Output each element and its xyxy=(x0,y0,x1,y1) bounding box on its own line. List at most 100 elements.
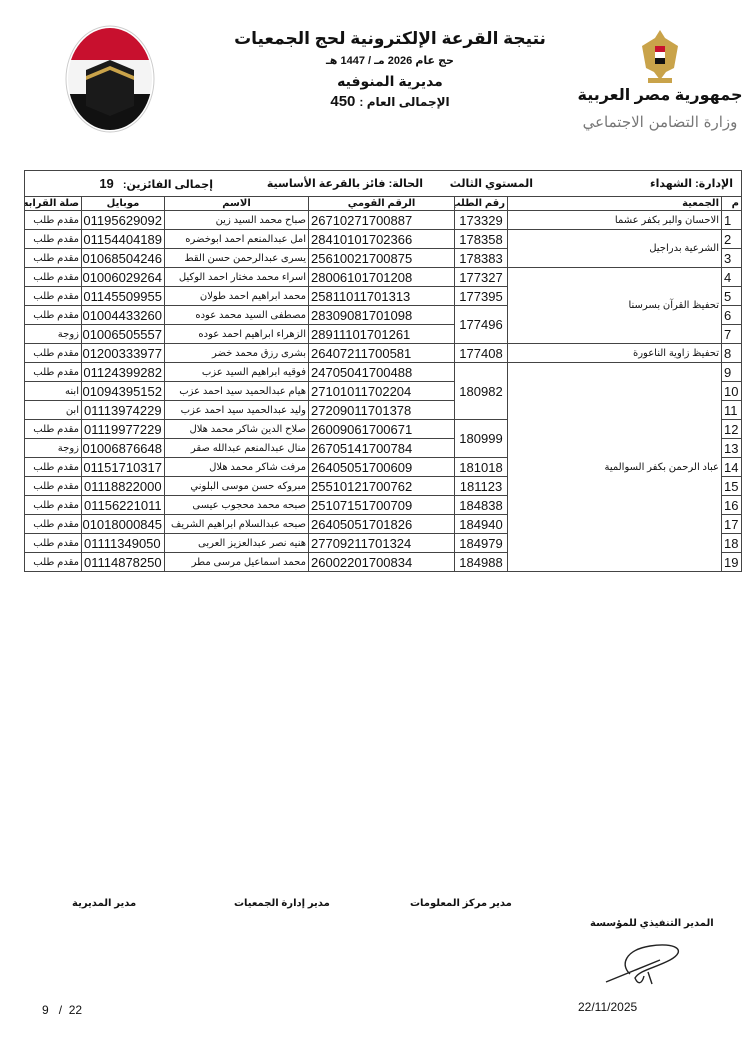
relation-cell: مقدم طلب xyxy=(24,362,82,382)
index-cell: 3 xyxy=(721,248,742,268)
request-number-cell: 181123 xyxy=(454,476,508,496)
table-row: 6 177496 28309081701098 مصطفى السيد محمد عو… xyxy=(24,305,742,344)
mobile-cell: 01124399282 xyxy=(81,362,165,382)
grand-total: الإجمالى العام :450 xyxy=(330,93,449,111)
mobile-cell: 01118822000 xyxy=(81,476,165,496)
request-number-cell: 184988 xyxy=(454,552,508,572)
relation-cell: زوجة xyxy=(24,324,82,344)
table-row: 15 181123 25510121700762 مبروكه حسن موسى ال… xyxy=(24,476,742,496)
association-cell: تحفيظ زاوية الناعورة xyxy=(507,343,722,363)
table-row: 3 178383 25610021700875 يسرى عبدالرحمن حسن … xyxy=(24,248,742,268)
table-row: 8 تحفيظ زاوية الناعورة 177408 2640721170058… xyxy=(24,343,742,363)
name-cell: صبحه محمد محجوب عيسى xyxy=(164,495,309,515)
national-id-cell: 28309081701098 xyxy=(308,305,455,325)
national-id-cell: 26705141700784 xyxy=(308,438,455,458)
request-number-cell: 178383 xyxy=(454,248,508,268)
mobile-cell: 01004433260 xyxy=(81,305,165,325)
page-total: 22 xyxy=(68,1003,83,1017)
name-cell: منال عبدالمنعم عبدالله صقر xyxy=(164,438,309,458)
association-cell: عباد الرحمن بكفر السوالمية xyxy=(507,362,722,572)
name-cell: يسرى عبدالرحمن حسن القط xyxy=(164,248,309,268)
page-number: 9 / 22 xyxy=(42,1003,82,1017)
status-value: فائز بالقرعة الأساسية xyxy=(266,178,386,190)
name-cell: مبروكه حسن موسى البلوني xyxy=(164,476,309,496)
mobile-cell: 01151710317 xyxy=(81,457,165,477)
page-current: 9 xyxy=(42,1003,49,1017)
request-number-cell: 180999 xyxy=(454,419,508,458)
index-cell: 8 xyxy=(721,343,742,363)
national-id-cell: 27101011702204 xyxy=(308,381,455,401)
request-number-cell: 177408 xyxy=(454,343,508,363)
mobile-cell: 01018000845 xyxy=(81,514,165,534)
national-id-cell: 25107151700709 xyxy=(308,495,455,515)
signature-executive-director: المدير التنفيذي للمؤسسة xyxy=(590,918,714,929)
col-index-header: م xyxy=(721,196,742,211)
col-relation-header: صلة القرابه xyxy=(24,196,82,211)
mobile-cell: 01111349050 xyxy=(81,533,165,553)
name-cell: فوقيه ابراهيم السيد عزب xyxy=(164,362,309,382)
name-cell: هنيه نصر عبدالعزيز العربى xyxy=(164,533,309,553)
relation-cell: مقدم طلب xyxy=(24,267,82,287)
table-row: 19 184988 26002201700834 محمد اسماعيل مرسى … xyxy=(24,552,742,572)
page-header: نتيجة القرعة الإلكترونية لحج الجمعيات حج… xyxy=(200,28,580,111)
grand-total-label: الإجمالى العام : xyxy=(359,95,450,109)
association-cell: الشرعية بدراجيل xyxy=(507,229,722,268)
relation-cell: مقدم طلب xyxy=(24,305,82,325)
request-number-cell: 184979 xyxy=(454,533,508,553)
table-row: 18 184979 27709211701324 هنيه نصر عبدالعزيز… xyxy=(24,533,742,553)
relation-cell: مقدم طلب xyxy=(24,210,82,230)
index-cell: 9 xyxy=(721,362,742,382)
national-id-cell: 25811011701313 xyxy=(308,286,455,306)
index-cell: 14 xyxy=(721,457,742,477)
index-cell: 10 xyxy=(721,381,742,401)
page-separator: / xyxy=(58,1003,63,1017)
index-cell: 4 xyxy=(721,267,742,287)
national-id-cell: 25610021700875 xyxy=(308,248,455,268)
info-row: الإدارة: الشهداء المستوي الثالث الحالة: … xyxy=(24,170,742,197)
signature-info-center-manager: مدير مركز المعلومات xyxy=(410,898,512,909)
mobile-cell: 01200333977 xyxy=(81,343,165,363)
mobile-cell: 01113974229 xyxy=(81,400,165,420)
national-id-cell: 28006101701208 xyxy=(308,267,455,287)
request-number-cell: 181018 xyxy=(454,457,508,477)
relation-cell: مقدم طلب xyxy=(24,495,82,515)
table-row: 5 177395 25811011701313 محمد ابراهيم احمد ط… xyxy=(24,286,742,306)
request-number-cell: 173329 xyxy=(454,210,508,230)
relation-cell: مقدم طلب xyxy=(24,419,82,439)
request-number-cell: 177327 xyxy=(454,267,508,287)
request-number-cell: 184940 xyxy=(454,514,508,534)
name-cell: مرفت شاكر محمد هلال xyxy=(164,457,309,477)
relation-cell: مقدم طلب xyxy=(24,533,82,553)
national-id-cell: 26710271700887 xyxy=(308,210,455,230)
name-cell: محمد اسماعيل مرسى مطر xyxy=(164,552,309,572)
table-row: 7 28911101701261 الزهراء ابراهيم احمد عوده… xyxy=(24,324,742,344)
name-cell: اسراء محمد مختار احمد الوكيل xyxy=(164,267,309,287)
mobile-cell: 01114878250 xyxy=(81,552,165,572)
table-row: 11 27209011701378 وليد عبدالحميد سيد احمد … xyxy=(24,400,742,420)
index-cell: 6 xyxy=(721,305,742,325)
national-id-cell: 26009061700671 xyxy=(308,419,455,439)
name-cell: صباح محمد السيد زين xyxy=(164,210,309,230)
national-id-cell: 26002201700834 xyxy=(308,552,455,572)
ministry-name: وزارة التضامن الاجتماعي xyxy=(582,113,738,131)
egypt-eagle-emblem-icon xyxy=(638,28,682,86)
name-cell: بشرى رزق محمد خضر xyxy=(164,343,309,363)
index-cell: 18 xyxy=(721,533,742,553)
col-mobile-header: موبايل xyxy=(81,196,165,211)
results-table: الإدارة: الشهداء المستوي الثالث الحالة: … xyxy=(24,170,742,572)
table-row: 4 تحفيظ القرآن بسرسنا 177327 28006101701208… xyxy=(24,267,742,344)
national-id-cell: 27709211701324 xyxy=(308,533,455,553)
table-header: م الجمعية رقم الطلب الرقم القومي الاسم موبايل… xyxy=(24,196,742,211)
relation-cell: مقدم طلب xyxy=(24,457,82,477)
mobile-cell: 01068504246 xyxy=(81,248,165,268)
admin-field: الإدارة: الشهداء xyxy=(533,177,733,190)
relation-cell: مقدم طلب xyxy=(24,248,82,268)
mobile-cell: 01006029264 xyxy=(81,267,165,287)
relation-cell: مقدم طلب xyxy=(24,286,82,306)
request-number-cell: 178358 xyxy=(454,229,508,249)
national-id-cell: 27209011701378 xyxy=(308,400,455,420)
relation-cell: مقدم طلب xyxy=(24,343,82,363)
request-number-cell: 180982 xyxy=(454,362,508,420)
level: المستوي الثالث xyxy=(449,178,533,190)
mobile-cell: 01154404189 xyxy=(81,229,165,249)
